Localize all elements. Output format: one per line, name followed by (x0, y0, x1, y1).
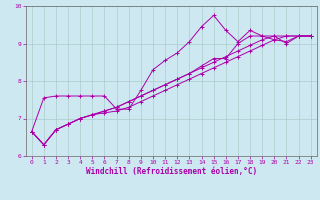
X-axis label: Windchill (Refroidissement éolien,°C): Windchill (Refroidissement éolien,°C) (86, 167, 257, 176)
